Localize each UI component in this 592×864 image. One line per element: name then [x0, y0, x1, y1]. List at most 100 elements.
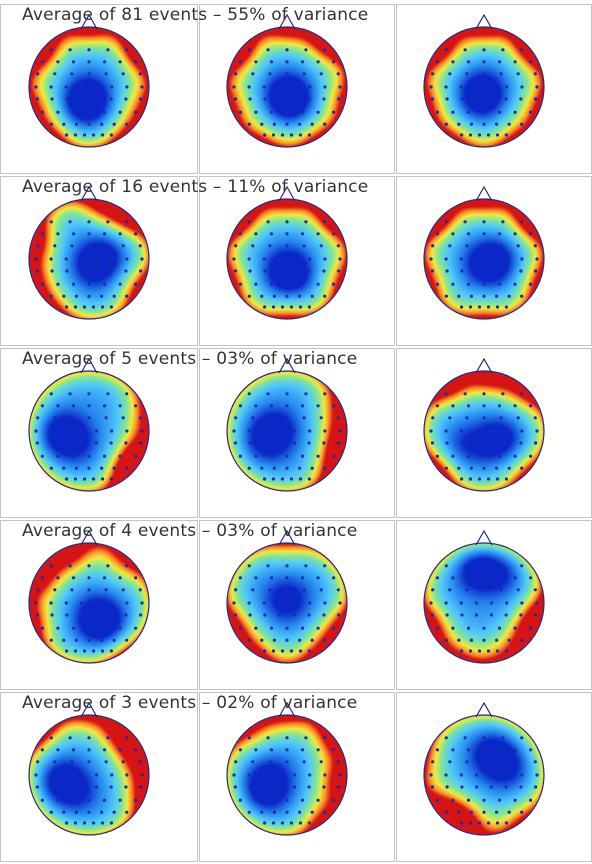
- electrode-dot: [125, 638, 129, 642]
- electrode-dot: [338, 601, 342, 605]
- electrode-dot: [497, 404, 502, 408]
- electrode-dot: [247, 85, 251, 89]
- electrode-dot: [289, 477, 294, 481]
- electrode-dot: [40, 232, 45, 236]
- nose-marker: [80, 13, 98, 30]
- electrode-dot: [486, 305, 491, 309]
- electrode-dot: [263, 97, 267, 101]
- electrode-dot: [64, 85, 68, 89]
- electrode-dot: [307, 649, 311, 653]
- electrode-dot: [533, 416, 537, 420]
- electrode-dot: [507, 122, 511, 126]
- electrode-dot: [298, 477, 303, 481]
- electrode-dot: [435, 232, 439, 236]
- electrode-dot: [292, 269, 296, 273]
- electrode-dot: [102, 282, 107, 286]
- electrode-dot: [87, 232, 91, 236]
- electrode-dot: [248, 785, 252, 789]
- electrode-dot: [138, 244, 142, 248]
- electrode-dot: [134, 576, 138, 580]
- electrode-dot: [102, 576, 107, 580]
- electrode-dot: [307, 821, 311, 825]
- electrode-dot: [337, 613, 341, 617]
- electrode-dot: [74, 122, 78, 126]
- electrode-dot: [463, 736, 467, 740]
- electrode-dot: [444, 810, 448, 814]
- electrode-dot: [79, 85, 83, 89]
- electrode-dot: [266, 392, 270, 396]
- electrode-dot: [495, 122, 499, 126]
- electrode-dot: [482, 244, 486, 248]
- electrode-dot: [49, 48, 53, 52]
- electrode-dot: [516, 72, 520, 76]
- electrode-dot: [338, 257, 342, 261]
- electrode-dot: [332, 748, 336, 752]
- electrode-dot: [233, 785, 237, 789]
- electrode-dot: [466, 232, 471, 236]
- electrode-dot: [497, 626, 502, 630]
- electrode-dot: [323, 257, 327, 261]
- electrode-dot: [248, 613, 252, 617]
- electrode-dot: [40, 404, 45, 408]
- electrode-dot: [435, 626, 439, 630]
- electrode-dot: [465, 588, 469, 592]
- electrode-dot: [100, 294, 104, 298]
- electrode-dot: [482, 466, 486, 470]
- electrode-dot: [535, 429, 539, 433]
- electrode-dot: [475, 441, 479, 445]
- electrode-dot: [49, 429, 53, 433]
- topomap-svg: [28, 185, 545, 320]
- electrode-dot: [56, 282, 60, 286]
- electrode-dot: [134, 60, 138, 64]
- electrode-dot: [285, 48, 289, 52]
- electrode-dot: [486, 477, 491, 481]
- electrode-dot: [323, 85, 327, 89]
- scalp-potential-map: [29, 27, 149, 147]
- electrode-dot: [56, 60, 60, 64]
- electrode-dot: [247, 564, 251, 568]
- electrode-dot: [322, 97, 326, 101]
- electrode-dot: [460, 649, 464, 653]
- electrode-dot: [495, 133, 500, 137]
- electrode-dot: [238, 626, 242, 630]
- electrode-dot: [278, 269, 282, 273]
- electrode-dot: [64, 257, 68, 261]
- electrode-dot: [138, 588, 142, 592]
- electrode-dot: [285, 454, 289, 458]
- electrode-dot: [49, 257, 53, 261]
- electrode-dot: [53, 72, 57, 76]
- electrode-dot: [263, 785, 267, 789]
- electrode-dot: [285, 588, 289, 592]
- electrode-dot: [463, 564, 467, 568]
- electrode-dot: [95, 601, 99, 605]
- electrode-dot: [134, 454, 138, 458]
- electrode-dot: [91, 133, 96, 137]
- electrode-dot: [95, 429, 99, 433]
- electrode-dot: [444, 773, 448, 777]
- electrode-dot: [40, 576, 45, 580]
- electrode-dot: [70, 760, 74, 764]
- electrode-dot: [277, 257, 281, 261]
- electrode-dot: [62, 810, 66, 814]
- electrode-dot: [445, 785, 449, 789]
- electrode-dot: [34, 257, 38, 261]
- electrode-dot: [73, 305, 78, 309]
- electrode-dot: [134, 748, 138, 752]
- head-outline: [226, 542, 348, 664]
- scalp-potential-map: [424, 199, 544, 319]
- electrode-dot: [91, 649, 96, 653]
- electrode-dot: [285, 60, 289, 64]
- electrode-dot: [429, 85, 433, 89]
- electrode-dot: [80, 613, 84, 617]
- electrode-dot: [263, 649, 267, 653]
- electrode-dot: [308, 601, 312, 605]
- electrode-dot: [513, 798, 517, 802]
- nose-marker: [80, 357, 98, 374]
- electrode-dot: [323, 122, 327, 126]
- topomap-svg: [28, 357, 545, 492]
- electrode-dot: [62, 294, 66, 298]
- electrode-dot: [64, 773, 68, 777]
- scalp-potential-map: [424, 715, 544, 835]
- electrode-dot: [490, 85, 494, 89]
- electrode-dot: [125, 601, 129, 605]
